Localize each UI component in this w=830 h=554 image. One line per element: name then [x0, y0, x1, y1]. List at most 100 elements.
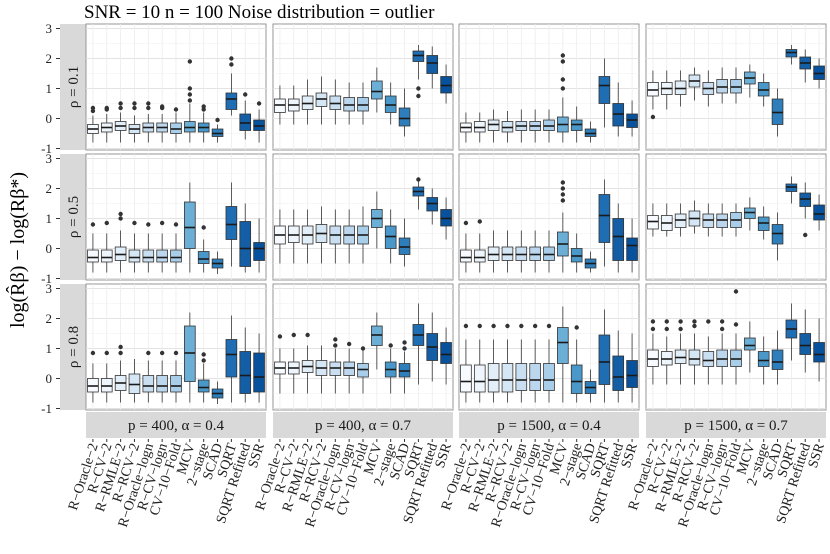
box-iqr	[253, 352, 265, 393]
y-tick-label: 2	[46, 51, 53, 66]
y-tick-label: -1	[41, 401, 52, 416]
box-iqr	[170, 249, 182, 263]
outlier-point	[546, 323, 552, 329]
outlier-point	[187, 86, 193, 91]
facet-panel	[272, 153, 454, 281]
outlier-point	[719, 326, 725, 332]
y-tick-label: 2	[46, 311, 53, 326]
outlier-point	[201, 225, 206, 230]
outlier-point	[477, 219, 482, 224]
facet-panel	[645, 23, 827, 151]
outlier-point	[678, 326, 683, 332]
box-iqr	[225, 206, 238, 240]
row-strip-bg	[60, 24, 86, 150]
box-iqr	[626, 360, 638, 388]
box-iqr	[156, 249, 168, 263]
y-tick-label: 3	[46, 21, 53, 36]
box-iqr	[197, 251, 210, 264]
outlier-point	[463, 220, 469, 226]
box-iqr	[799, 333, 812, 355]
box-iqr	[813, 204, 825, 221]
col-strip-bg	[646, 412, 826, 438]
outlier-point	[146, 222, 151, 227]
outlier-point	[333, 343, 338, 348]
outlier-point	[159, 104, 165, 109]
outlier-point	[532, 323, 538, 329]
outlier-point	[90, 222, 96, 227]
facet-panel	[85, 153, 267, 281]
box-iqr	[557, 327, 569, 364]
outlier-point	[560, 53, 566, 58]
outlier-point	[256, 101, 262, 106]
outlier-point	[173, 222, 179, 227]
box-iqr	[626, 237, 638, 261]
outlier-point	[201, 104, 206, 109]
outlier-point	[132, 105, 137, 111]
box-iqr	[239, 351, 252, 394]
outlier-point	[560, 77, 566, 82]
y-tick-label: 1	[46, 341, 53, 356]
outlier-point	[187, 98, 193, 103]
facet-grid: ρ = 0.1 -1 0 1 2 3 ρ = 0.5 -1 0 1 2 3 ρ = 0.8 -1 0 1 2 3 p…	[41, 21, 828, 529]
outlier-point	[650, 114, 656, 120]
outlier-point	[650, 319, 656, 324]
y-tick-label: 3	[46, 281, 53, 296]
box-iqr	[744, 337, 756, 351]
col-strip-label: p = 400, α = 0.4	[128, 418, 225, 434]
outlier-point	[305, 332, 310, 338]
outlier-point	[104, 105, 109, 111]
facet-panel	[458, 283, 640, 411]
outlier-point	[118, 101, 123, 106]
outlier-point	[118, 105, 123, 111]
outlier-point	[201, 352, 206, 357]
box-iqr	[598, 76, 611, 104]
chart-title: SNR = 10 n = 100 Noise distribution = ou…	[84, 2, 435, 23]
box-iqr	[598, 194, 611, 243]
outlier-point	[187, 59, 193, 64]
outlier-point	[215, 117, 220, 123]
outlier-point	[243, 92, 248, 97]
box-iqr	[612, 355, 625, 391]
box-iqr	[142, 249, 155, 263]
box-iqr	[529, 363, 541, 391]
outlier-point	[90, 350, 96, 356]
box-iqr	[398, 107, 411, 127]
outlier-point	[104, 220, 109, 226]
outlier-point	[291, 332, 296, 338]
outlier-point	[346, 341, 352, 347]
box-iqr	[501, 363, 514, 393]
box-iqr	[253, 242, 265, 261]
box-iqr	[598, 334, 611, 385]
outlier-point	[416, 177, 421, 182]
box-iqr	[225, 339, 238, 378]
outlier-point	[692, 319, 697, 324]
outlier-point	[416, 93, 421, 99]
box-iqr	[156, 375, 168, 393]
facet-panel	[645, 283, 827, 411]
box-iqr	[702, 351, 715, 367]
outlier-point	[733, 289, 739, 294]
box-iqr	[128, 249, 141, 263]
outlier-point	[664, 326, 669, 332]
box-iqr	[225, 92, 238, 110]
y-tick-label: 3	[46, 151, 53, 166]
box-iqr	[100, 249, 113, 263]
facet-panel	[272, 283, 454, 411]
box-iqr	[757, 351, 770, 367]
box-iqr	[170, 375, 182, 393]
box-iqr	[612, 218, 625, 261]
col-strip-bg	[273, 412, 453, 438]
box-iqr	[371, 80, 383, 100]
outlier-point	[650, 326, 656, 332]
outlier-point	[560, 192, 566, 197]
facet-panel	[272, 23, 454, 151]
y-tick-label: 1	[46, 211, 53, 226]
outlier-point	[664, 319, 669, 324]
outlier-point	[159, 220, 165, 226]
outlier-point	[706, 319, 711, 324]
outlier-point	[560, 86, 566, 91]
outlier-point	[463, 323, 469, 329]
y-tick-label: 0	[46, 371, 53, 386]
outlier-point	[173, 350, 179, 356]
box-iqr	[87, 249, 99, 263]
